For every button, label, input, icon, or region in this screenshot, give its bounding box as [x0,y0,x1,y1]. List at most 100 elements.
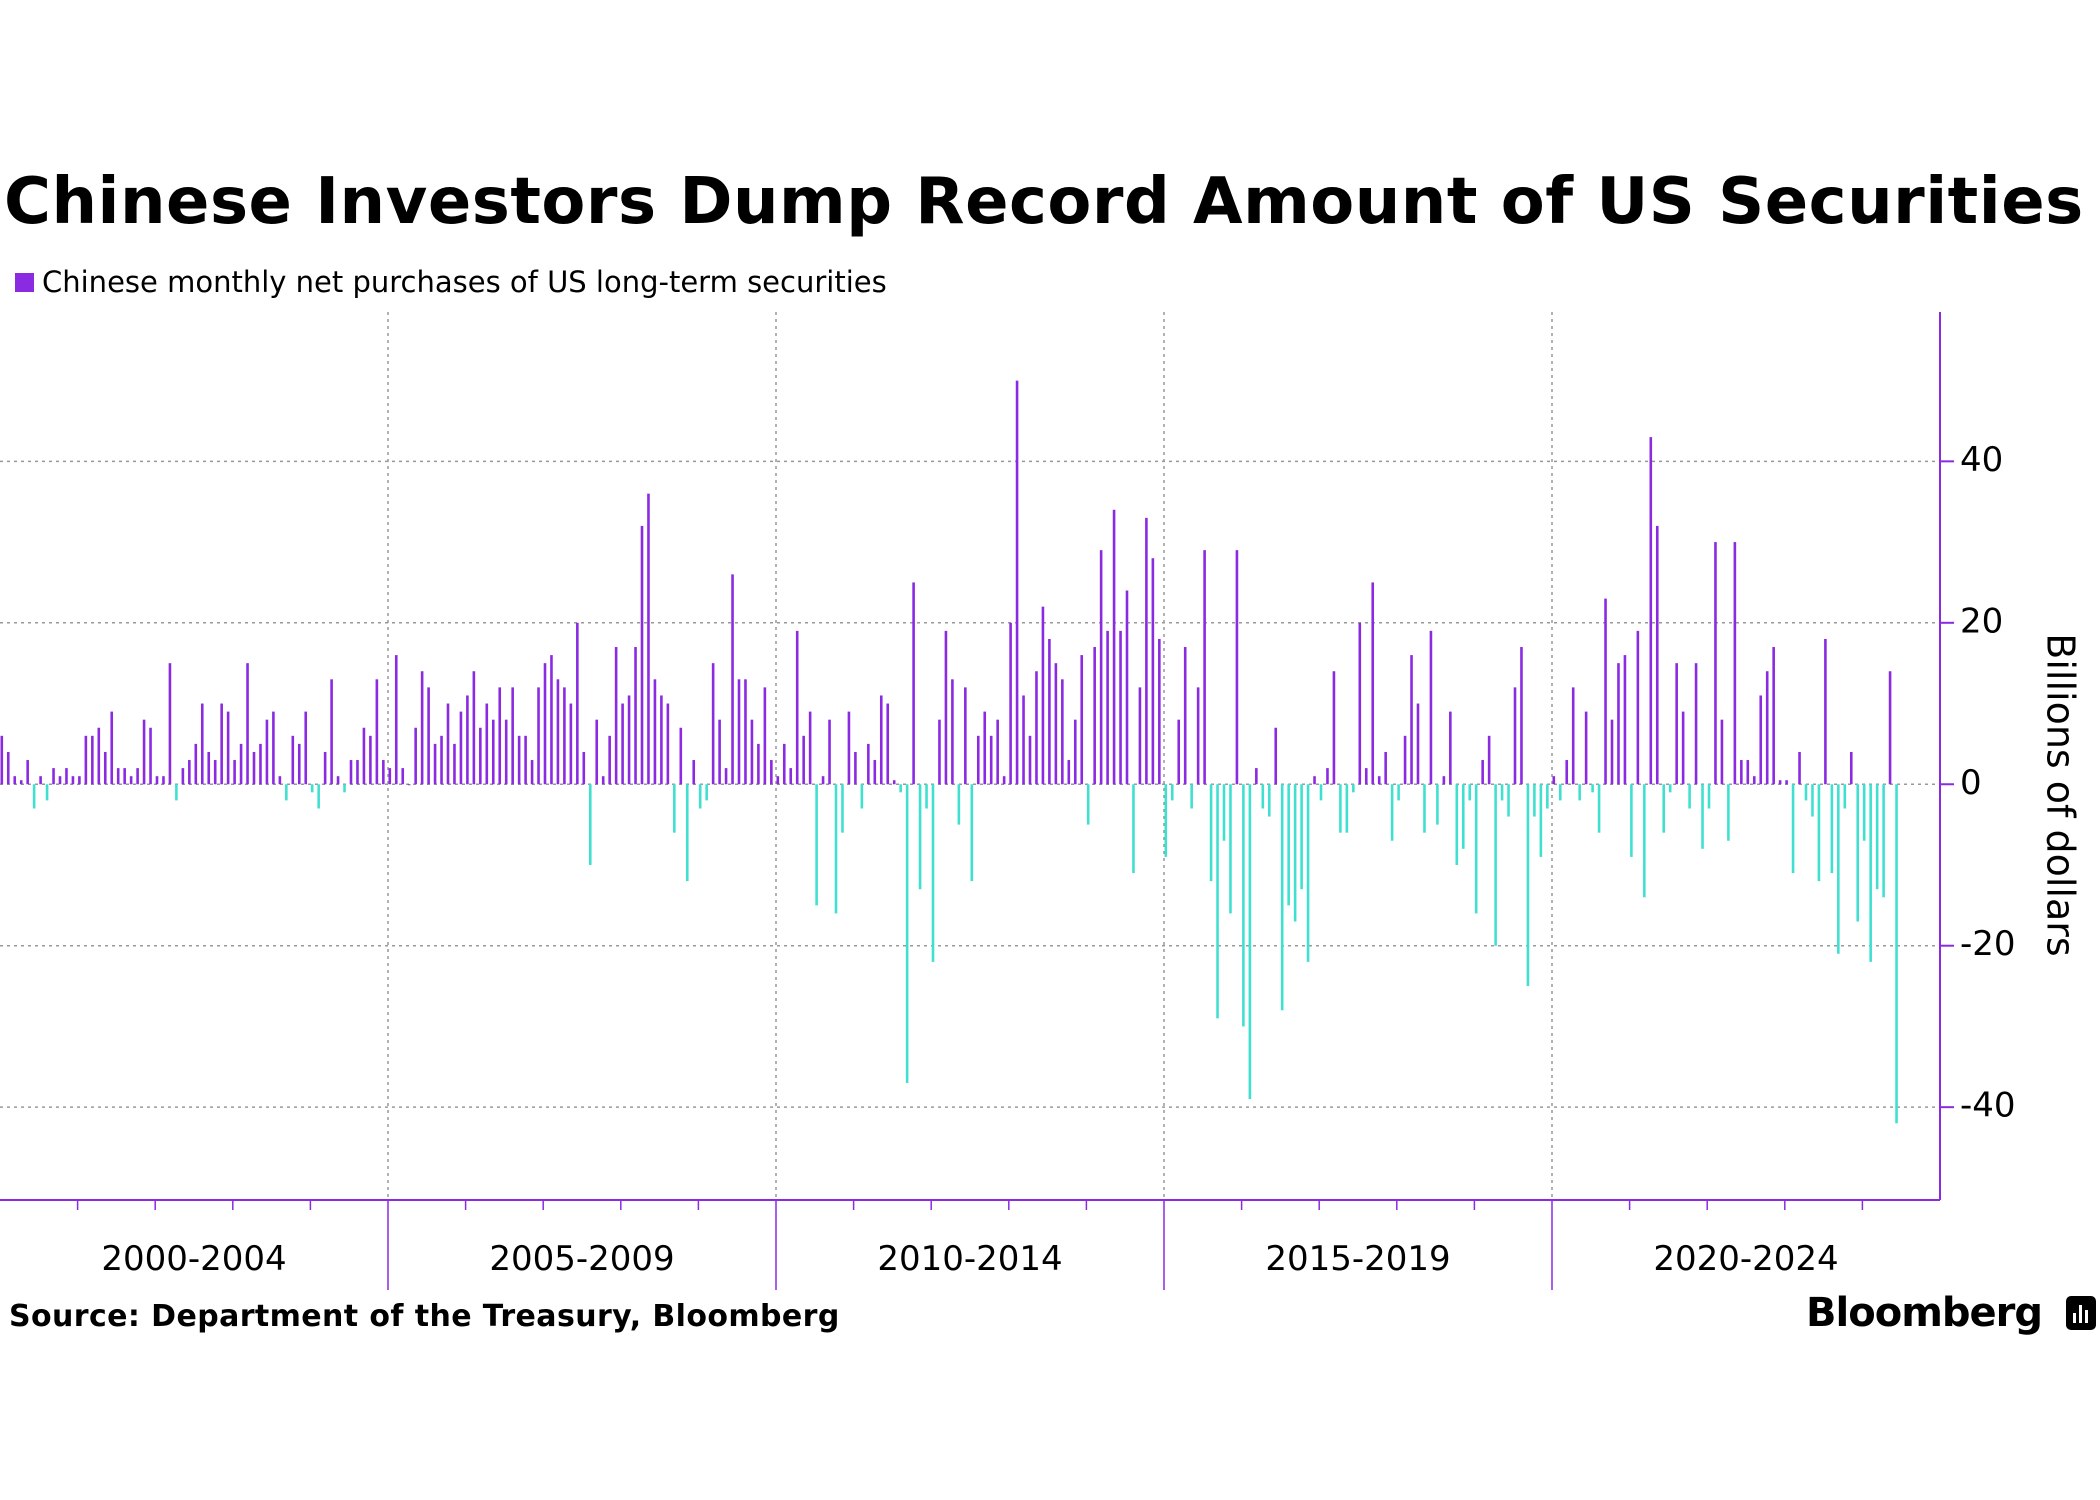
y-tick-label: 20 [1960,601,2003,641]
bar [1856,784,1860,922]
bar [873,760,877,785]
bar [323,751,327,785]
bar [821,776,825,785]
bar [1138,687,1142,785]
bar [1073,719,1077,785]
bar [1668,784,1672,793]
bar [1539,784,1543,857]
bar [1720,719,1724,785]
bar [226,711,230,785]
bar [252,751,256,785]
bar [524,735,527,785]
bar [938,719,941,785]
bar [1558,784,1562,801]
bar [1371,582,1375,785]
bar [576,622,579,785]
bar [84,735,88,785]
bar [1604,598,1607,785]
bar [964,687,967,785]
bar [673,784,676,833]
bar [685,784,689,882]
bar [1183,647,1187,785]
bar [1520,647,1523,785]
bar [511,687,514,785]
bar [679,727,683,785]
bar [1099,550,1103,785]
bar [1785,780,1788,785]
bar [1675,663,1678,785]
bar [1817,784,1821,882]
bar [200,703,204,785]
bar [19,780,23,785]
bar [297,743,301,785]
axes: -40 -20 0 20 40 2000-2004 2005-2009 2010-2014 20… [0,312,2016,1290]
bar [711,663,715,785]
y-tick-label: -20 [1960,924,2016,964]
bar [666,703,670,785]
bars [0,380,1898,1124]
bar [6,751,10,785]
bar [1694,663,1698,785]
bar [1429,630,1433,785]
brand-logo-text: Bloomberg [1806,1290,2043,1336]
bar [1681,711,1685,785]
bar [149,727,152,785]
bar [608,735,611,785]
bar [330,679,333,785]
bar [634,647,637,785]
bar [1733,542,1737,785]
bar [1837,784,1840,954]
bar [1862,784,1866,841]
bar [1578,784,1581,801]
legend: Chinese monthly net purchases of US long… [15,262,887,302]
bar [446,703,450,785]
bar [1630,784,1633,857]
bar [1203,550,1206,785]
bar [1158,638,1161,785]
y-tick-label: -40 [1960,1086,2016,1126]
bar [382,760,385,785]
bar [1746,760,1750,785]
bar [278,776,282,785]
bar [1727,784,1730,841]
bar [175,784,178,801]
bar [220,703,223,785]
bar [168,663,172,785]
bar [1015,380,1019,785]
bar [970,784,974,882]
bar [336,776,340,785]
bar [1177,719,1181,785]
bar [1610,719,1614,785]
bar [414,727,417,785]
bar [744,679,747,785]
bar [1041,606,1045,785]
bar [498,687,502,785]
bar [1869,784,1872,962]
bar [1875,784,1879,890]
bar [556,679,560,785]
bar [1791,784,1795,874]
bar [1319,784,1323,801]
bar [1255,768,1258,785]
bar [1591,784,1594,793]
bar [621,703,624,785]
bar [1054,663,1058,785]
bar [944,630,948,785]
bar [1882,784,1885,898]
bar [595,719,599,785]
chart-title: Chinese Investors Dump Record Amount of … [4,165,2084,239]
bar [847,711,851,785]
bar [1287,784,1290,906]
x-period-label: 2015-2019 [1265,1239,1450,1279]
bar [1403,735,1407,785]
bar [757,743,760,785]
bar [1824,638,1827,785]
bar [1662,784,1666,833]
bar [39,776,42,785]
bar [1035,671,1038,785]
bar [1830,784,1834,874]
bar [65,768,68,785]
bar [808,711,812,785]
bar [78,776,81,785]
bar [1364,768,1368,785]
